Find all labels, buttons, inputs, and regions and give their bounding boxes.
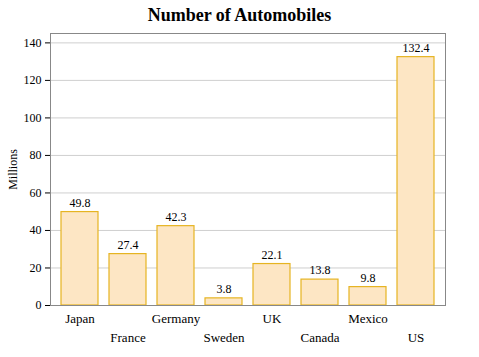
svg-text:60: 60 xyxy=(30,186,42,200)
svg-text:Canada: Canada xyxy=(301,330,340,345)
svg-text:France: France xyxy=(110,330,146,345)
svg-text:140: 140 xyxy=(24,36,42,50)
svg-text:120: 120 xyxy=(24,73,42,87)
svg-text:80: 80 xyxy=(30,148,42,162)
svg-text:UK: UK xyxy=(263,311,282,326)
svg-text:49.8: 49.8 xyxy=(70,196,91,210)
svg-text:13.8: 13.8 xyxy=(310,263,331,277)
svg-text:Mexico: Mexico xyxy=(348,311,388,326)
svg-text:27.4: 27.4 xyxy=(118,238,139,252)
html-text:Number of Automobiles: Number of Automobiles xyxy=(147,5,332,25)
svg-text:3.8: 3.8 xyxy=(217,282,232,296)
svg-text:100: 100 xyxy=(24,111,42,125)
svg-text:Millions: Millions xyxy=(6,149,20,190)
svg-text:Sweden: Sweden xyxy=(203,330,245,345)
svg-text:9.8: 9.8 xyxy=(361,271,376,285)
svg-text:22.1: 22.1 xyxy=(262,248,283,262)
svg-text:US: US xyxy=(408,330,425,345)
svg-text:40: 40 xyxy=(30,223,42,237)
svg-text:0: 0 xyxy=(36,298,42,312)
svg-text:Japan: Japan xyxy=(65,311,95,326)
svg-text:132.4: 132.4 xyxy=(403,41,430,55)
svg-text:20: 20 xyxy=(30,261,42,275)
svg-text:42.3: 42.3 xyxy=(166,210,187,224)
svg-text:Germany: Germany xyxy=(152,311,201,326)
